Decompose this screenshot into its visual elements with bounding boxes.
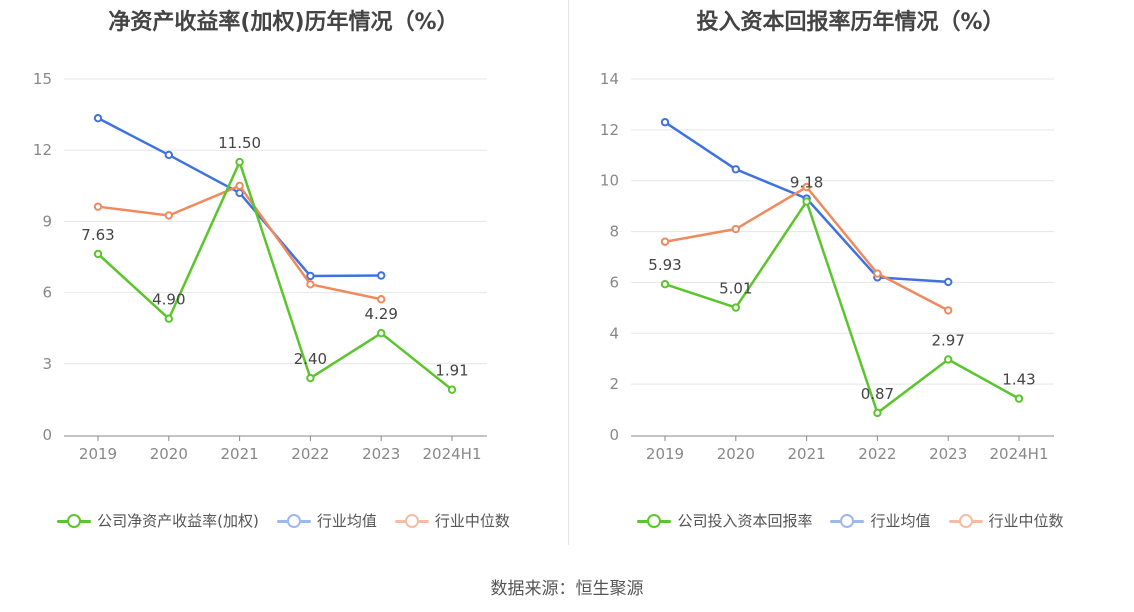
data-label: 2.97 [931, 331, 964, 349]
data-point-company [731, 303, 741, 312]
legend-item-industry-median[interactable]: 行业中位数 [948, 510, 1064, 531]
legend-item-industry-avg[interactable]: 行业均值 [830, 510, 931, 531]
roic-chart-plot: 0 2 4 6 8 10 12 14 2019 2020 2021 2022 2023 2024H1 5.9… [600, 70, 1054, 463]
data-point-avg [93, 113, 103, 123]
y-tick-label: 4 [609, 324, 619, 342]
legend-item-company-roic[interactable]: 公司投入资本回报率 [637, 510, 812, 531]
y-tick-label: 6 [42, 284, 52, 302]
legend-swatch-company [57, 513, 92, 528]
legend-label: 行业均值 [316, 512, 377, 530]
data-point-avg [306, 271, 315, 281]
x-tick-label: 2023 [929, 445, 967, 463]
data-point-median [873, 269, 882, 278]
data-label: 2.40 [294, 350, 327, 368]
legend-label: 行业中位数 [434, 512, 510, 530]
roe-chart-plot: 0 3 6 9 12 15 2019 2020 2021 2022 2023 2024H1 7.63 4.… [33, 70, 487, 463]
data-point-company [873, 408, 882, 418]
y-tick-label: 8 [609, 223, 619, 241]
data-label: 0.87 [861, 385, 894, 403]
roe-chart-legend: 公司净资产收益率(加权) 行业均值 行业中位数 [0, 510, 567, 531]
data-label: 4.29 [364, 305, 397, 323]
data-point-company [660, 280, 670, 289]
data-label: 11.50 [218, 134, 261, 152]
data-label: 9.18 [790, 174, 823, 192]
roe-chart-panel: 净资产收益率(加权)历年情况（%） 0 3 6 9 12 15 2019 2020 2021 20… [0, 0, 567, 545]
data-point-company [235, 157, 244, 167]
data-point-median [660, 237, 670, 246]
roe-chart-title: 净资产收益率(加权)历年情况（%） [108, 10, 459, 35]
data-label: 1.43 [1002, 371, 1035, 389]
data-point-company [93, 249, 103, 259]
y-tick-label: 12 [33, 141, 52, 159]
y-tick-label: 15 [33, 70, 52, 88]
data-point-company [377, 328, 386, 338]
legend-label: 公司投入资本回报率 [677, 512, 813, 530]
legend-swatch-median [394, 513, 429, 528]
data-point-avg [660, 118, 670, 127]
data-point-median [93, 202, 103, 211]
legend-swatch-avg [276, 513, 311, 528]
x-tick-label: 2022 [291, 445, 329, 463]
y-tick-label: 10 [600, 172, 619, 190]
legend-item-industry-median[interactable]: 行业中位数 [394, 510, 510, 531]
legend-label: 行业均值 [870, 512, 931, 530]
data-point-avg [944, 277, 953, 287]
x-tick-label: 2020 [150, 445, 188, 463]
data-point-median [731, 224, 741, 234]
series-line-company [664, 200, 1020, 415]
y-tick-label: 9 [42, 212, 52, 230]
y-tick-label: 6 [609, 273, 619, 291]
data-point-avg [164, 150, 174, 160]
data-point-company [306, 373, 315, 383]
panel-divider [568, 0, 569, 545]
roic-chart-title: 投入资本回报率历年情况（%） [696, 10, 1005, 35]
legend-label: 公司净资产收益率(加权) [97, 512, 259, 530]
data-point-company [164, 314, 174, 323]
data-point-median [377, 295, 386, 304]
x-tick-label: 2021 [788, 445, 826, 463]
data-point-median [944, 306, 953, 315]
data-point-median [164, 211, 174, 220]
x-tick-label: 2019 [646, 445, 684, 463]
roic-chart-legend: 公司投入资本回报率 行业均值 行业中位数 [567, 510, 1134, 531]
data-label: 5.01 [719, 280, 752, 298]
data-label: 7.63 [81, 226, 114, 244]
data-point-avg [377, 271, 386, 280]
legend-item-industry-avg[interactable]: 行业均值 [276, 510, 377, 531]
data-point-median [802, 182, 811, 192]
data-label: 5.93 [648, 256, 681, 274]
series-line-company [97, 160, 453, 391]
x-tick-label: 2019 [79, 445, 117, 463]
data-label: 1.91 [435, 362, 468, 380]
x-tick-label: 2023 [362, 445, 400, 463]
legend-swatch-company [637, 513, 672, 528]
legend-swatch-avg [830, 513, 865, 528]
data-point-median [235, 181, 244, 191]
legend-swatch-median [948, 513, 983, 528]
data-point-company [447, 385, 457, 394]
x-tick-label: 2021 [221, 445, 259, 463]
data-point-median [306, 280, 315, 289]
y-tick-label: 2 [609, 375, 619, 393]
data-label: 4.90 [152, 291, 185, 309]
y-tick-label: 0 [609, 426, 619, 444]
x-tick-label: 2024H1 [423, 445, 482, 463]
data-source-note: 数据来源：恒生聚源 [490, 579, 644, 599]
x-tick-label: 2022 [858, 445, 896, 463]
data-point-company [802, 197, 811, 206]
legend-label: 行业中位数 [988, 512, 1064, 530]
roic-chart-panel: 投入资本回报率历年情况（%） 0 2 4 6 8 10 12 14 2019 2020 2021 20… [567, 0, 1134, 545]
data-point-company [944, 355, 953, 364]
legend-item-company-roe[interactable]: 公司净资产收益率(加权) [57, 510, 259, 531]
data-point-avg [731, 165, 741, 174]
series-line-median [97, 184, 382, 301]
y-tick-label: 14 [600, 70, 619, 88]
data-point-company [1014, 394, 1024, 403]
x-tick-label: 2020 [717, 445, 755, 463]
y-tick-label: 0 [42, 426, 52, 444]
y-tick-label: 12 [600, 121, 619, 139]
y-tick-label: 3 [42, 355, 52, 373]
x-tick-label: 2024H1 [990, 445, 1049, 463]
